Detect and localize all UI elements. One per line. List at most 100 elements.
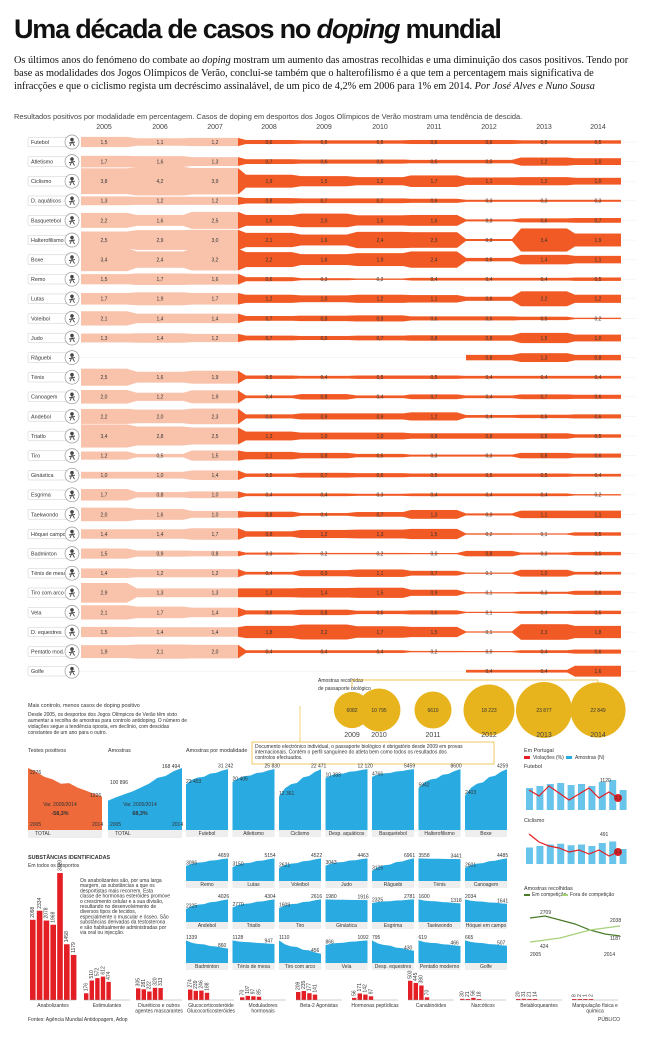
cell-value: 1,6 <box>431 218 438 224</box>
cell-value: 0,6 <box>266 277 273 283</box>
stream-link <box>238 528 246 540</box>
stream-bar <box>575 140 621 144</box>
intro-text: Os últimos anos do fenómeno do combate a… <box>14 55 629 92</box>
stream-link <box>347 650 357 653</box>
stream-bar <box>357 159 403 164</box>
cell-value: 0,3 <box>486 454 493 460</box>
sport-label: Atletismo <box>31 160 53 166</box>
stream-link <box>403 528 411 540</box>
stream-link <box>512 277 521 281</box>
stream-bar <box>521 624 567 640</box>
modality-start: 1128 <box>233 935 244 941</box>
tests-value-start: 2276 <box>30 770 41 776</box>
stream-link <box>347 552 357 555</box>
cell-value: 0,4 <box>266 493 273 499</box>
modality-area <box>372 940 414 963</box>
stream-link <box>512 254 521 265</box>
substance-value: 222 <box>147 981 153 990</box>
stream-link <box>127 507 137 522</box>
stream-bar <box>192 273 238 285</box>
cell-value: 1,6 <box>266 218 273 224</box>
stream-link <box>183 426 192 446</box>
cell-value: 2,3 <box>541 630 548 636</box>
cell-value: 2,4 <box>431 258 438 264</box>
collected-year-end: 2014 <box>604 952 615 958</box>
cell-value: 1,0 <box>212 493 219 499</box>
stream-link <box>567 228 575 252</box>
substance-value: 2334 <box>37 897 43 908</box>
cell-value: 1,8 <box>595 630 602 636</box>
stream-link <box>347 198 357 204</box>
cell-value: 0,6 <box>486 316 493 322</box>
stream-bar <box>466 395 512 399</box>
modality-end: 25 830 <box>265 764 281 770</box>
cell-value: 3,9 <box>212 179 219 185</box>
substance-value: 141 <box>312 984 318 993</box>
cell-value: 0,3 <box>541 591 548 597</box>
samples-footer-bar <box>108 830 182 838</box>
stream-bar <box>81 626 127 638</box>
modality-name: Esgrima <box>384 923 403 929</box>
cell-value: 2,2 <box>101 414 108 420</box>
substance-name: Narcóticos <box>471 1003 495 1009</box>
substances-note: desportistas mais recorrem. Esta <box>80 888 153 894</box>
stream-bar <box>192 157 238 167</box>
stream-link <box>457 433 466 439</box>
stream-link <box>183 211 192 229</box>
modality-area <box>279 858 321 881</box>
modality-area <box>418 940 461 963</box>
sport-label: Triatlo <box>31 434 46 440</box>
cell-value: 2,5 <box>101 375 108 381</box>
stream-link <box>238 313 246 324</box>
stream-link <box>292 232 301 248</box>
cell-value: 1,3 <box>101 199 108 205</box>
stream-bar <box>81 155 127 168</box>
modality-name: Tiro com arco <box>285 964 316 970</box>
modality-area <box>232 940 275 963</box>
triathlon-icon-head <box>70 431 74 436</box>
football-line <box>528 785 619 801</box>
modality-start: 2621 <box>279 862 290 868</box>
passport-value: 10 795 <box>371 708 387 714</box>
modality-label-bar <box>418 922 461 929</box>
year-header: 2014 <box>590 124 606 131</box>
modality-area <box>232 899 275 922</box>
stream-link <box>238 491 246 499</box>
stream-link <box>127 408 137 424</box>
stream-bar <box>466 316 512 321</box>
stream-link <box>292 375 301 379</box>
cell-value: 1,5 <box>101 552 108 558</box>
stream-link <box>127 212 137 228</box>
cell-value: 1,2 <box>266 297 273 303</box>
stream-link <box>457 198 466 203</box>
cell-value: 0,4 <box>266 395 273 401</box>
stream-bar <box>301 472 347 478</box>
cell-value: 1,5 <box>101 140 108 146</box>
stream-link <box>238 588 246 598</box>
substance-bar <box>141 989 146 1000</box>
cell-value: 2,5 <box>212 218 219 224</box>
stream-bar <box>301 552 347 555</box>
modality-area <box>465 899 507 922</box>
archery-icon-head <box>70 588 74 593</box>
cell-value: 0,5 <box>486 160 493 166</box>
substance-bar <box>296 992 301 1000</box>
stream-link <box>292 624 301 640</box>
substance-bar <box>583 999 588 1000</box>
cell-value: 1,9 <box>157 297 164 303</box>
stream-bar <box>357 552 403 555</box>
modality-area <box>186 769 228 830</box>
stream-link <box>238 167 246 195</box>
stream-bar <box>192 528 238 540</box>
stream-link <box>238 607 246 618</box>
cell-value: 0,6 <box>595 454 602 460</box>
stream-link <box>238 644 246 659</box>
passport-note: internacionais. Contém o perfil sanguíne… <box>255 750 447 756</box>
stream-link <box>403 473 411 478</box>
football-icon-head <box>70 137 74 142</box>
cell-value: 0,8 <box>321 610 328 616</box>
page-title: Uma década de casos no doping mundial <box>14 14 502 44</box>
cell-value: 0,6 <box>431 610 438 616</box>
substance-name: agentes mascarantes <box>135 1009 183 1015</box>
stream-link <box>127 368 137 386</box>
